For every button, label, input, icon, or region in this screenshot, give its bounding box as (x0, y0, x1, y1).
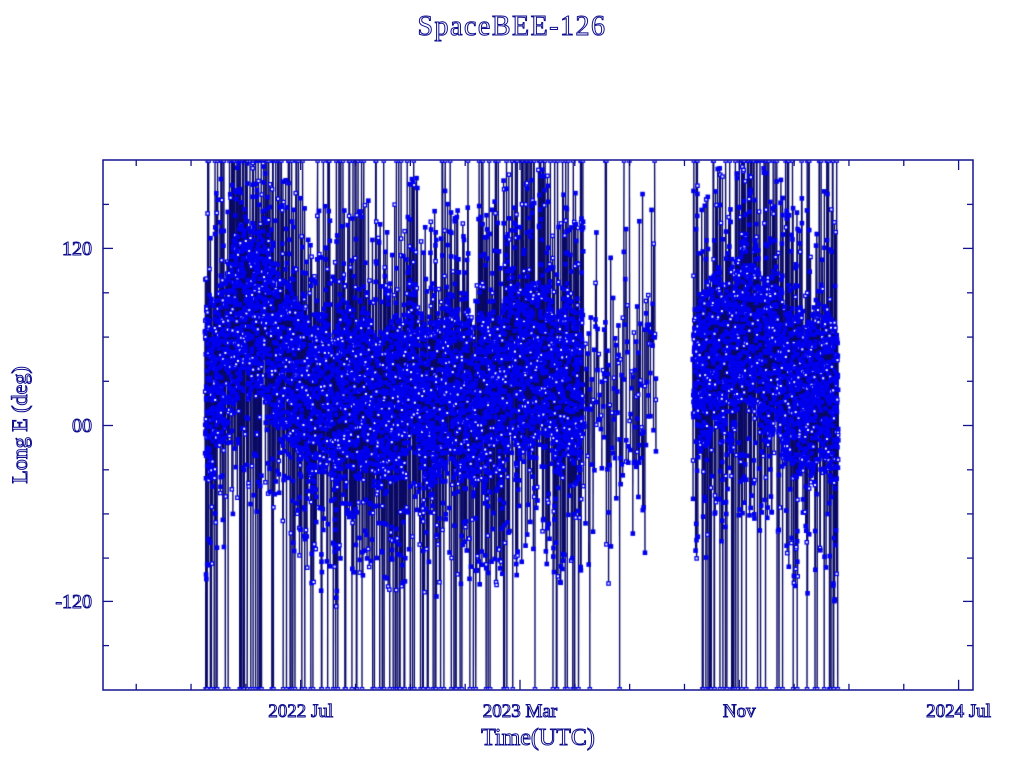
svg-text:2023 Mar: 2023 Mar (483, 701, 558, 722)
svg-text:Long E (deg): Long E (deg) (7, 366, 32, 483)
svg-text:00: 00 (72, 415, 92, 437)
svg-text:Nov: Nov (723, 701, 756, 722)
svg-text:2024 Jul: 2024 Jul (926, 701, 991, 722)
svg-text:2022 Jul: 2022 Jul (268, 701, 333, 722)
svg-text:-120: -120 (55, 591, 92, 613)
svg-text:Time(UTC): Time(UTC) (481, 725, 595, 751)
svg-text:120: 120 (62, 238, 92, 260)
